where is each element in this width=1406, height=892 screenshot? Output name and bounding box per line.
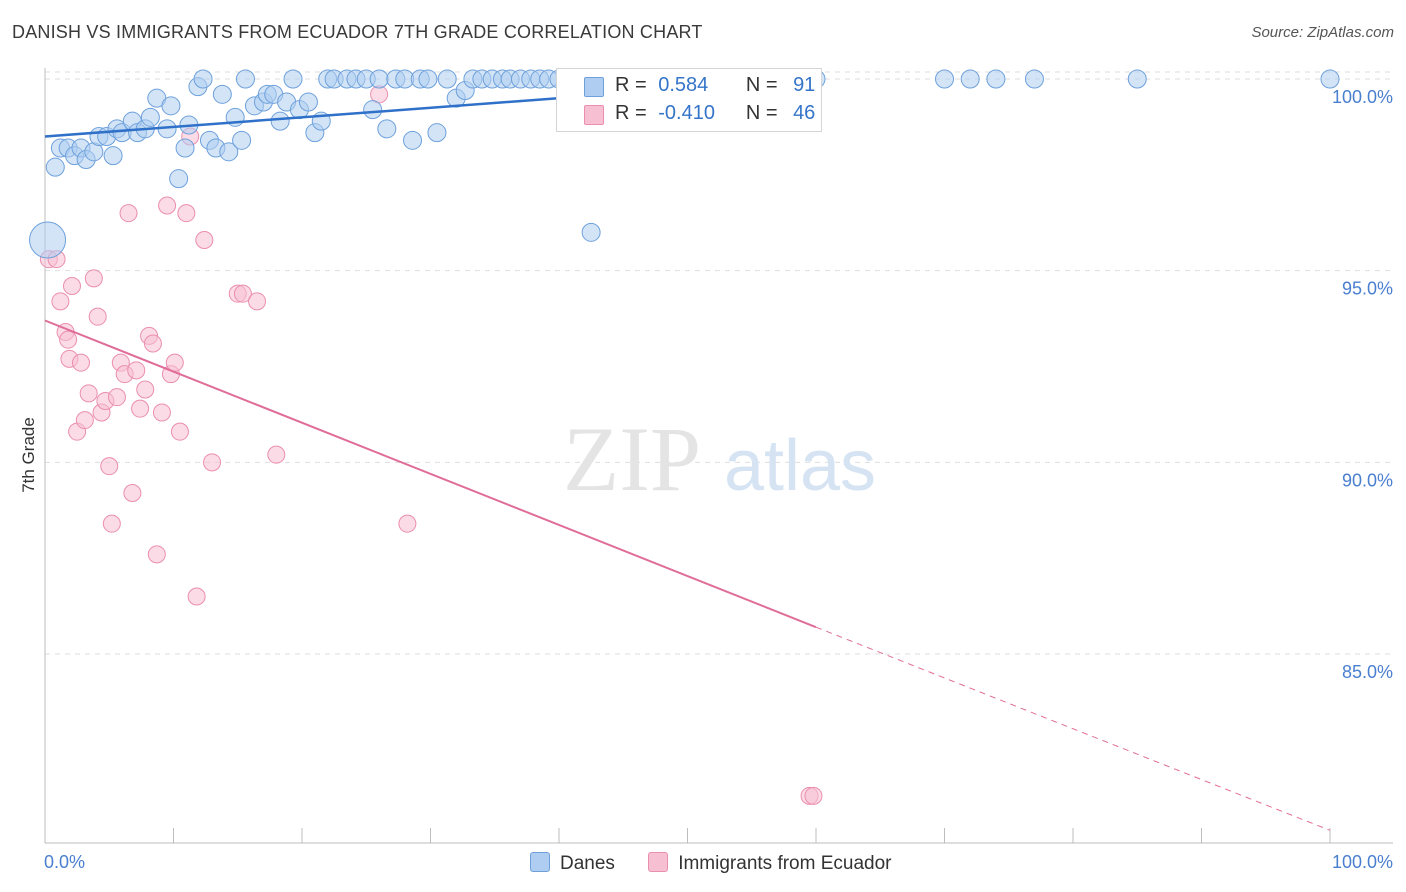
ecuador-point <box>177 204 196 223</box>
stats-legend: R = 0.584 N = 91 R = -0.410 N = 46 <box>556 68 822 132</box>
ecuador-point <box>152 403 171 422</box>
ecuador-point <box>804 786 823 805</box>
ecuador-trend-extension <box>815 626 1331 831</box>
danes-stats-row: R = 0.584 N = 91 <box>615 74 815 97</box>
ecuador-point <box>248 292 267 311</box>
ecuador-n-label: N = <box>745 102 778 124</box>
danes-r-label: R = <box>615 74 647 96</box>
danes-point <box>437 69 457 89</box>
danes-point <box>960 69 980 89</box>
y-tick-label-100: 100.0% <box>1332 87 1393 107</box>
ecuador-r-value: -0.410 <box>658 102 715 124</box>
danes-point <box>403 130 423 150</box>
ecuador-point <box>119 204 138 223</box>
ecuador-point <box>79 384 98 403</box>
danes-point <box>298 92 318 112</box>
danes-point <box>45 157 65 177</box>
ecuador-point <box>100 457 119 476</box>
ecuador-point <box>143 334 162 353</box>
danes-point <box>103 146 123 166</box>
grid-lines <box>45 71 1393 655</box>
ecuador-point <box>123 484 142 502</box>
ecuador-point <box>165 353 184 372</box>
danes-r-value: 0.584 <box>658 74 709 96</box>
ecuador-point <box>84 269 103 288</box>
ecuador-point <box>62 277 81 295</box>
danes-point <box>193 69 213 89</box>
danes-point <box>363 100 383 120</box>
watermark-atlas: atlas <box>724 426 876 506</box>
ecuador-point <box>75 411 94 430</box>
axes <box>44 68 1393 844</box>
danes-point <box>935 69 954 89</box>
ecuador-point <box>187 587 206 606</box>
y-tick-label-90: 90.0% <box>1342 470 1393 490</box>
danes-point <box>140 107 160 127</box>
legend-swatch-ecuador <box>648 852 669 872</box>
ecuador-point <box>158 196 177 215</box>
danes-legend-swatch <box>584 77 604 97</box>
danes-point <box>169 169 189 189</box>
danes-point <box>418 69 438 89</box>
legend-label-ecuador: Immigrants from Ecuador <box>678 853 892 874</box>
danes-n-label: N = <box>745 74 778 96</box>
danes-point <box>175 138 195 158</box>
danes-point <box>270 111 290 131</box>
ecuador-series <box>39 85 823 805</box>
ecuador-trend-line <box>44 319 817 629</box>
danes-point <box>427 123 447 143</box>
ecuador-point <box>102 514 121 533</box>
ecuador-point <box>195 231 214 249</box>
ecuador-point <box>131 399 150 418</box>
ecuador-point <box>233 284 252 303</box>
ecuador-point <box>170 422 189 441</box>
y-tick-labels: 85.0% 90.0% 95.0% 100.0% <box>1332 87 1393 682</box>
source-note: Source: ZipAtlas.com <box>1251 24 1394 41</box>
x-tick-label-max: 100.0% <box>1332 852 1393 872</box>
ecuador-point <box>398 514 417 533</box>
ecuador-n-value: 46 <box>793 102 816 124</box>
ecuador-point <box>136 380 155 399</box>
danes-point <box>986 69 1006 89</box>
ecuador-r-label: R = <box>615 102 647 124</box>
ecuador-point <box>147 545 166 564</box>
danes-point <box>161 96 181 116</box>
danes-point <box>232 130 252 150</box>
danes-point <box>235 69 255 89</box>
legend-item-ecuador: Immigrants from Ecuador <box>648 852 892 875</box>
danes-point <box>1127 69 1147 89</box>
ecuador-point <box>127 361 146 380</box>
danes-point <box>369 69 389 89</box>
ecuador-point <box>71 353 90 372</box>
danes-point <box>377 119 397 139</box>
danes-point <box>581 222 601 242</box>
ecuador-point <box>51 292 70 311</box>
legend-label-danes: Danes <box>560 853 615 874</box>
legend-swatch-danes <box>530 852 550 872</box>
danes-point <box>1024 69 1044 89</box>
y-axis-label: 7th Grade <box>19 417 38 493</box>
danes-point <box>219 142 239 162</box>
danes-point <box>283 69 303 89</box>
y-tick-label-85: 85.0% <box>1342 662 1393 682</box>
series-legend: Danes Immigrants from Ecuador <box>530 852 920 875</box>
watermark-zip: ZIP <box>563 408 701 510</box>
ecuador-legend-swatch <box>584 105 604 125</box>
x-tick-label-min: 0.0% <box>44 852 85 872</box>
ecuador-point <box>59 330 78 349</box>
danes-point <box>212 84 232 104</box>
y-tick-label-95: 95.0% <box>1342 279 1393 299</box>
ecuador-stats-row: R = -0.410 N = 46 <box>615 102 815 125</box>
zipatlas-watermark: ZIP atlas <box>563 408 876 510</box>
danes-point <box>1320 69 1340 89</box>
ecuador-point <box>203 453 222 472</box>
ecuador-point <box>107 388 126 407</box>
ecuador-point <box>88 307 107 326</box>
legend-item-danes: Danes <box>530 852 615 875</box>
ecuador-point <box>267 445 286 464</box>
chart-title: DANISH VS IMMIGRANTS FROM ECUADOR 7TH GR… <box>12 22 703 42</box>
danes-point <box>29 221 67 259</box>
danes-n-value: 91 <box>793 74 816 96</box>
